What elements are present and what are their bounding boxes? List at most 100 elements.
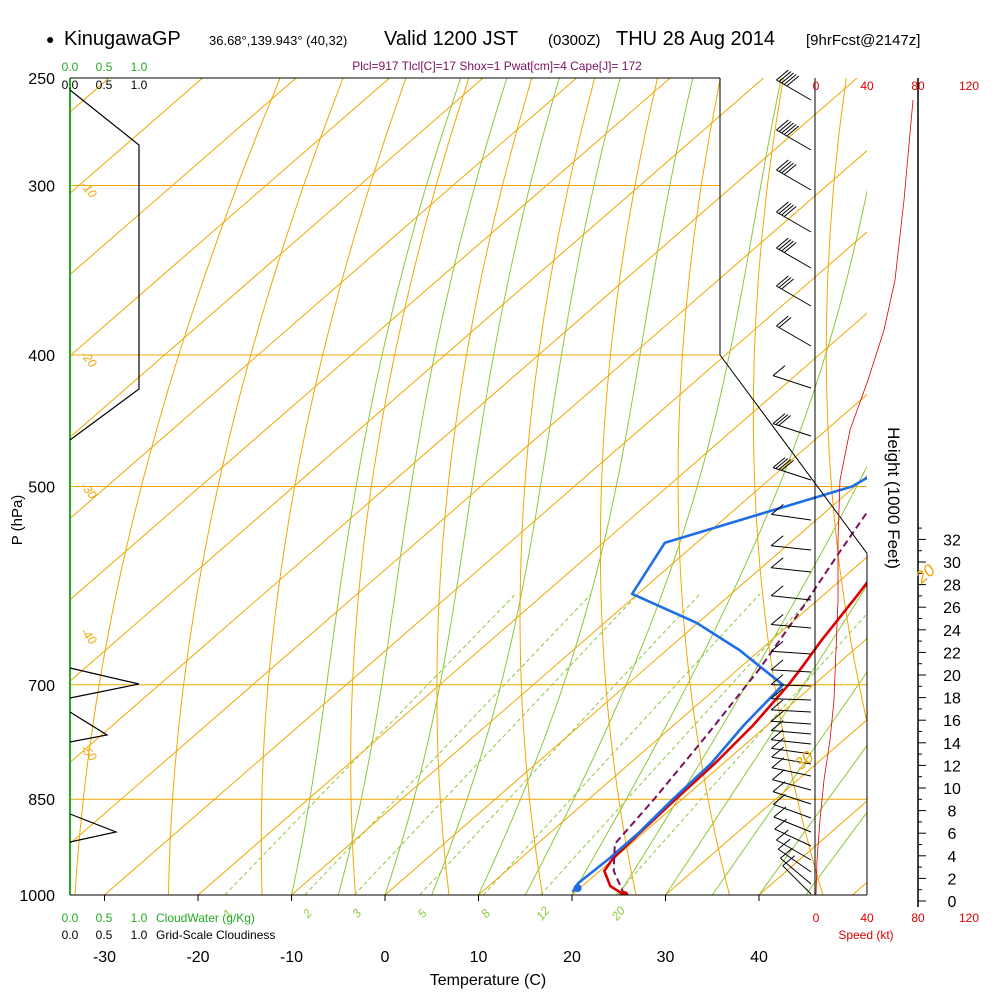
height-tick-label: 26 [943, 600, 961, 617]
wind-barb-feather [781, 278, 794, 290]
height-axis-title: Height (1000 Feet) [884, 427, 903, 569]
cloudiness-mid-profile [69, 667, 140, 699]
height-tick-label: 10 [943, 781, 961, 798]
mixing-ratio-label: 2 [299, 906, 315, 921]
moist-adiabat-line [384, 78, 560, 895]
moist-adiabat-line [711, 671, 867, 895]
height-tick-label: 8 [948, 804, 957, 821]
wind-barb-feather [772, 457, 786, 468]
dry-adiabat-line [599, 78, 658, 895]
wind-barb-staff [776, 129, 812, 151]
wind-barb-feather [781, 162, 794, 174]
speed-bottom-tick-label: 40 [860, 911, 874, 925]
height-tick-label: 24 [943, 623, 961, 640]
cloudiness-low-profile [69, 813, 119, 843]
dry-adiabat-line [260, 78, 407, 895]
forecast-info: [9hrFcst@2147z] [806, 32, 921, 49]
cloud-profile [69, 89, 140, 843]
wind-barb-staff [776, 211, 812, 233]
wind-barb-staff [770, 684, 812, 687]
cloudiness-bottom-tick-label: 0.0 [62, 928, 79, 942]
mixing-ratio-line [540, 593, 815, 895]
wind-barb-feather [783, 242, 797, 253]
wind-speed-profile [815, 99, 914, 896]
profiles [571, 476, 867, 895]
wind-barb-feather [770, 614, 784, 625]
speed-top-tick-label: 80 [911, 79, 925, 93]
mixing-ratio-line [482, 593, 761, 895]
wind-barb-feather [774, 818, 788, 830]
cloudiness-top-tick-label: 1.0 [131, 78, 148, 92]
wind-barb-feather [776, 159, 789, 171]
mixing-ratio-line [224, 593, 517, 895]
wind-barb-feather [771, 757, 785, 769]
isotherm-line [852, 881, 867, 895]
wind-barb-staff [772, 779, 812, 791]
wind-barb-feather [776, 69, 789, 81]
wind-barb-feather [776, 315, 789, 327]
wind-barb-feather [778, 203, 792, 214]
wind-barb-feather [772, 413, 786, 424]
isotherm-label: 20 [911, 560, 939, 588]
dry-adiabat-line [825, 78, 867, 725]
isotherm-line [665, 719, 867, 895]
speed-bottom-tick-label: 120 [959, 911, 979, 925]
wind-barb-feather [771, 746, 784, 758]
wind-barb-staff [771, 756, 812, 765]
wind-barb-feather [778, 121, 792, 132]
y-axis-title: P (hPa) [9, 495, 26, 546]
isotherm-label: 30 [791, 747, 818, 774]
temperature-profile-line [603, 580, 867, 895]
isotherm-line [70, 78, 390, 357]
height-tick-label: 18 [943, 691, 961, 708]
wind-barb-staff [771, 595, 812, 601]
wind-barb-staff [770, 698, 812, 701]
isotherm-line [571, 637, 867, 895]
pressure-tick-label: 850 [28, 792, 55, 809]
wind-barb-staff [771, 709, 812, 713]
wind-barb-staff [771, 650, 812, 655]
wind-barb-feather [778, 459, 792, 470]
mixing-ratio-label: 8 [478, 906, 493, 920]
mixing-ratio-label: 3 [349, 906, 364, 920]
pressure-tick-label: 300 [28, 178, 55, 195]
isotherm-line [70, 78, 484, 438]
height-tick-label: 22 [943, 645, 961, 662]
height-tick-label: 4 [948, 849, 957, 866]
speed-top-tick-label: 40 [860, 79, 874, 93]
cloudiness-axis-title: Grid-Scale Cloudiness [156, 928, 275, 942]
isotherm-line [478, 556, 867, 895]
wind-barb-staff [771, 767, 812, 777]
height-tick-label: 16 [943, 713, 961, 730]
height-tick-label: 0 [948, 894, 957, 911]
cloudiness-bottom-tick-label: 1.0 [131, 928, 148, 942]
wind-barb-staff [772, 375, 812, 389]
moist-adiabat-line [618, 465, 867, 895]
wind-barb-feather [770, 710, 784, 722]
temperature-tick-label: -10 [280, 949, 303, 966]
wind-barb-staff [780, 857, 812, 885]
pressure-tick-label: 250 [28, 71, 55, 88]
isotherm-label: -20 [78, 348, 100, 371]
moist-adiabat-line [571, 189, 867, 895]
height-tick-label: 6 [948, 826, 957, 843]
wind-barb-staff [776, 839, 812, 861]
wind-barb-staff [773, 803, 812, 819]
wind-barb-feather [778, 277, 792, 288]
moist-adiabat-line [291, 78, 462, 895]
wind-barb-feather [781, 72, 794, 84]
cloudwater-top-tick-label: 0.5 [96, 60, 113, 74]
utc-time: (0300Z) [548, 32, 601, 49]
cloudiness-top-tick-label: 0.5 [96, 78, 113, 92]
dry-adiabat-line [966, 78, 1000, 895]
wind-barb-feather [775, 458, 789, 469]
pressure-tick-label: 1000 [19, 888, 55, 905]
temperature-tick-label: -30 [93, 949, 116, 966]
isotherm-label: -50 [78, 742, 100, 765]
cloudwater-bottom-tick-label: 1.0 [131, 911, 148, 925]
height-tick-label: 32 [943, 532, 961, 549]
height-tick-label: 30 [943, 555, 961, 572]
mixing-ratio-lines [224, 593, 867, 895]
wind-barb-feather [770, 585, 784, 597]
